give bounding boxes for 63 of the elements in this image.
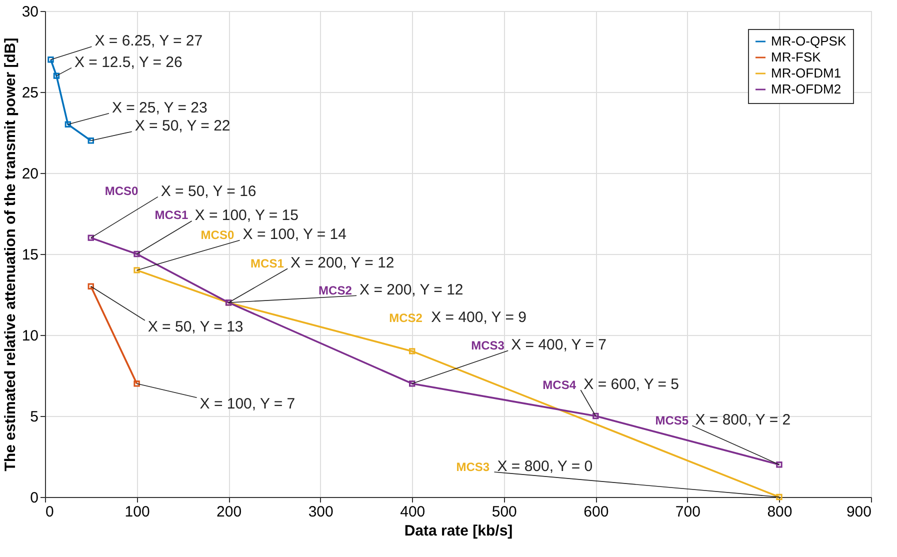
annotation: X = 100, Y = 15 (194, 207, 298, 224)
legend-label: MR-O-QPSK (771, 34, 846, 48)
x-tick-label: 900 (846, 504, 872, 520)
point (409, 348, 416, 354)
legend-label: MR-OFDM2 (771, 82, 842, 96)
point (776, 462, 782, 468)
annotation: X = 100, Y = 7 (200, 396, 296, 413)
x-tick-label: 800 (767, 504, 792, 520)
annotation: X = 25, Y = 23 (112, 99, 208, 116)
legend-label: MR-OFDM1 (771, 66, 842, 80)
y-tick-label: 20 (22, 166, 38, 182)
point (88, 234, 94, 241)
y-tick-label: 30 (22, 4, 38, 20)
annotation: X = 200, Y = 12 (360, 282, 464, 299)
legend-label: MR-FSK (771, 50, 822, 64)
y-tick-label: 0 (30, 490, 38, 506)
annotation: MCS2 (318, 284, 352, 298)
annotation: X = 200, Y = 12 (290, 254, 394, 272)
x-tick-label: 300 (308, 504, 334, 520)
y-axis-title: The estimated relative attenuation of the transmit power [dB] (2, 38, 19, 472)
point (134, 267, 140, 274)
point (88, 283, 94, 290)
point (48, 56, 54, 63)
annotation: MCS1 (250, 256, 284, 271)
annotation: MCS1 (154, 208, 188, 222)
annotation: X = 6.25, Y = 27 (94, 32, 203, 50)
x-tick-label: 0 (46, 504, 54, 520)
point (592, 412, 599, 420)
annotation: X = 50, Y = 13 (148, 318, 244, 336)
y-tick-label: 15 (22, 246, 38, 264)
annotation: X = 50, Y = 22 (134, 118, 230, 135)
y-tick-label: 10 (22, 328, 38, 344)
y-tick-label: 25 (22, 84, 38, 102)
point (64, 121, 72, 128)
annotation: MCS0 (200, 228, 234, 242)
annotation: MCS3 (456, 460, 490, 474)
annotation: MCS4 (542, 378, 576, 392)
annotation: MCS0 (104, 184, 139, 198)
annotation: MCS2 (389, 311, 423, 326)
point (409, 380, 416, 387)
x-tick-label: 700 (675, 504, 700, 520)
x-tick-label: 500 (492, 504, 517, 520)
y-tick-label: 5 (30, 408, 38, 426)
annotation: MCS3 (471, 338, 505, 353)
x-axis-title: Data rate [kb/s] (404, 522, 513, 540)
annotation: X = 12.5, Y = 26 (74, 54, 182, 71)
annotation: X = 600, Y = 5 (584, 376, 680, 393)
annotation: X = 800, Y = 2 (695, 412, 791, 429)
annotation: X = 400, Y = 9 (431, 309, 526, 326)
point (88, 138, 94, 144)
x-tick-label: 100 (124, 504, 150, 520)
annotation: X = 100, Y = 14 (242, 226, 346, 244)
x-tick-label: 400 (400, 504, 426, 520)
point (776, 494, 782, 500)
x-tick-label: 600 (584, 504, 609, 520)
x-tick-label: 200 (216, 504, 242, 520)
point (134, 380, 140, 387)
point (134, 250, 140, 258)
annotation: X = 800, Y = 0 (497, 458, 593, 475)
annotation: X = 400, Y = 7 (511, 336, 606, 354)
point (53, 72, 60, 79)
annotation: MCS5 (655, 414, 689, 428)
annotation: X = 50, Y = 16 (160, 182, 256, 200)
